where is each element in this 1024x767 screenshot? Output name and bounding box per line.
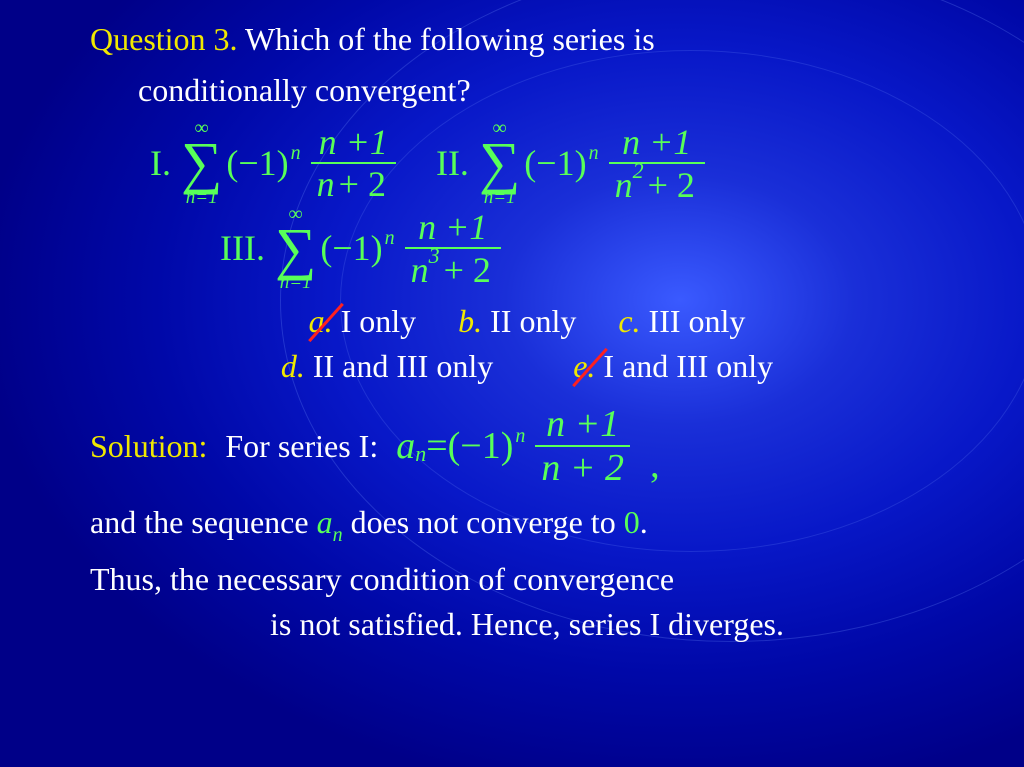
choice-d: d. II and III only — [281, 348, 493, 385]
choices-row-1: a. I only b. II only c. III only — [90, 303, 964, 340]
sigma-icon: ∞ ∑ n=1 — [181, 120, 222, 205]
question-text-2: conditionally convergent? — [90, 69, 964, 112]
slide: Question 3. Which of the following serie… — [0, 0, 1024, 667]
series-I-term: (−1)n n +1 n+ 2 — [226, 124, 396, 202]
question-heading: Question 3. Which of the following serie… — [90, 18, 964, 61]
body-line-3: is not satisfied. Hence, series I diverg… — [90, 603, 964, 646]
fraction: n +1 n+ 2 — [311, 124, 396, 202]
solution-formula: an = (−1)n n +1 n + 2 — [396, 405, 630, 487]
series-II-term: (−1)n n +1 n2+ 2 — [524, 124, 705, 203]
choices: a. I only b. II only c. III only d. II a… — [90, 303, 964, 385]
body-line-1: and the sequence an does not converge to… — [90, 501, 964, 544]
question-label: Question 3. — [90, 21, 238, 57]
series-III-label: III. — [220, 227, 265, 269]
series-III-term: (−1)n n +1 n3+ 2 — [320, 209, 501, 288]
series-I: I. ∞ ∑ n=1 (−1)n n +1 n+ 2 — [150, 120, 396, 205]
solution-label: Solution: — [90, 428, 207, 465]
fraction: n +1 n + 2 — [535, 405, 630, 487]
choice-a: a. I only — [309, 303, 417, 340]
question-text-1: Which of the following series is — [245, 21, 655, 57]
choice-e: e. I and III only — [573, 348, 773, 385]
series-row-1: I. ∞ ∑ n=1 (−1)n n +1 n+ 2 II. ∞ ∑ n=1 — [150, 120, 964, 205]
solution-row: Solution: For series I: an = (−1)n n +1 … — [90, 405, 964, 487]
series-II: II. ∞ ∑ n=1 (−1)n n +1 n2+ 2 — [436, 120, 705, 205]
solution-intro: For series I: — [225, 428, 378, 465]
sigma-icon: ∞ ∑ n=1 — [479, 120, 520, 205]
sigma-icon: ∞ ∑ n=1 — [275, 206, 316, 291]
fraction: n +1 n2+ 2 — [609, 124, 705, 203]
comma: , — [650, 443, 660, 487]
series-I-label: I. — [150, 142, 171, 184]
choice-b: b. II only — [458, 303, 576, 340]
choices-row-2: d. II and III only e. I and III only — [90, 348, 964, 385]
body-line-2: Thus, the necessary condition of converg… — [90, 558, 964, 601]
series-II-label: II. — [436, 142, 469, 184]
series-row-2: III. ∞ ∑ n=1 (−1)n n +1 n3+ 2 — [220, 206, 964, 291]
fraction: n +1 n3+ 2 — [405, 209, 501, 288]
series-III: III. ∞ ∑ n=1 (−1)n n +1 n3+ 2 — [220, 206, 501, 291]
choice-c: c. III only — [618, 303, 745, 340]
